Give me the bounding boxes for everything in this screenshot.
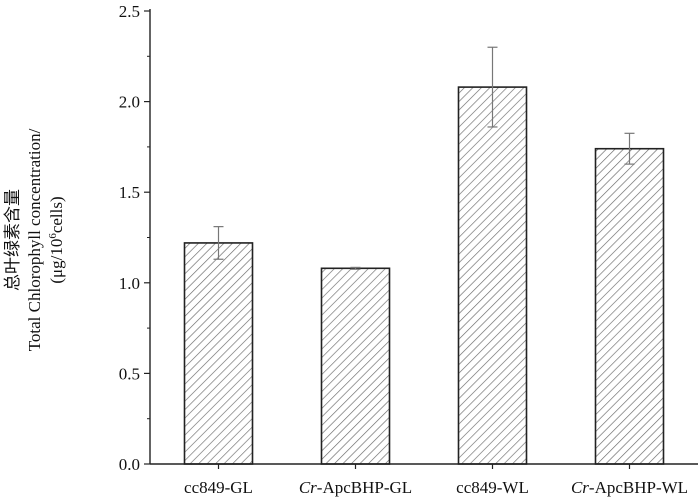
- bar-1: [183, 242, 254, 465]
- y-ticks-group: 0.0 0.5 1.0 1.5 2.0 2.5: [119, 2, 150, 474]
- y-tick-label-4: 1.5: [119, 183, 140, 202]
- error-bar-3: [487, 46, 498, 128]
- category-label-2: Cr-ApcBHP-GL: [299, 478, 412, 497]
- error-bar-4: [624, 132, 635, 165]
- bars-group: [183, 86, 665, 465]
- y-axis-title-en: Total Chlorophyll concentration/: [25, 128, 44, 351]
- category-label-3: cc849-WL: [456, 478, 529, 497]
- bar-4: [594, 147, 665, 465]
- y-tick-label-1: 0.0: [119, 455, 140, 474]
- y-axis-unit-sup: 6: [47, 233, 59, 239]
- y-tick-label-2: 0.5: [119, 364, 140, 383]
- bar-2: [320, 267, 391, 465]
- y-axis-title: 总叶绿素含量 Total Chlorophyll concentration/ …: [3, 128, 66, 351]
- x-categories-group: cc849-GL Cr-ApcBHP-GL cc849-WL Cr-ApcBHP-WL: [184, 478, 688, 497]
- error-bar-1: [213, 226, 224, 260]
- y-axis-title-unit: (μg/106cells): [47, 196, 66, 283]
- category-label-4: Cr-ApcBHP-WL: [571, 478, 688, 497]
- error-bar-2: [350, 266, 361, 270]
- y-axis-unit-a: (μg/10: [47, 239, 66, 284]
- category-label-italic: Cr: [571, 478, 589, 497]
- y-tick-label-3: 1.0: [119, 274, 140, 293]
- category-label-1: cc849-GL: [184, 478, 253, 497]
- axes-group: [149, 9, 698, 469]
- category-label-text: -ApcBHP-GL: [317, 478, 412, 497]
- y-tick-label-6: 2.5: [119, 2, 140, 21]
- category-label-text: cc849-WL: [456, 478, 529, 497]
- error-bars-group: [213, 46, 635, 270]
- y-axis-unit-b: cells): [47, 196, 66, 233]
- y-axis-title-cn: 总叶绿素含量: [3, 189, 22, 291]
- category-label-text: cc849-GL: [184, 478, 253, 497]
- bar-3: [457, 86, 528, 465]
- category-label-text: -ApcBHP-WL: [589, 478, 688, 497]
- category-label-italic: Cr: [299, 478, 317, 497]
- y-tick-label-5: 2.0: [119, 93, 140, 112]
